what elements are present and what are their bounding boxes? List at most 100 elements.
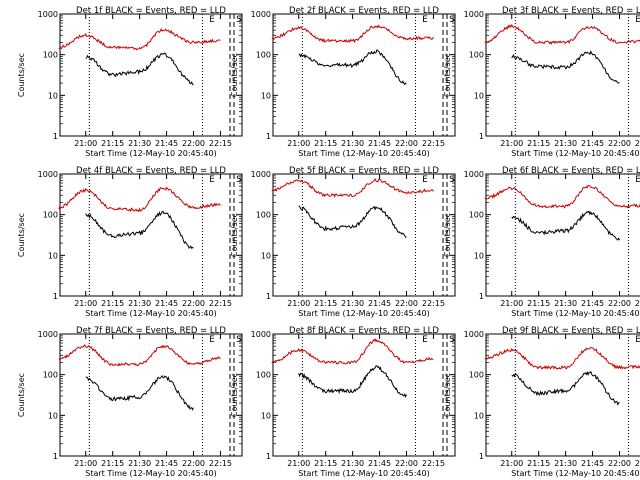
x-tick-label: 21:00 (500, 139, 523, 148)
corner-label-s: S (449, 335, 455, 345)
y-axis-label: Counts/sec (443, 53, 452, 97)
y-tick-label: 10 (261, 251, 271, 260)
y-tick-label: 10 (48, 411, 58, 420)
panel-title: Det 1f BLACK = Events, RED = LLD (76, 6, 226, 16)
y-tick-label: 100 (256, 371, 271, 380)
x-tick-label: 21:30 (128, 299, 151, 308)
x-tick-label: 21:00 (287, 299, 310, 308)
x-tick-label: 21:00 (500, 299, 523, 308)
x-tick-label: 21:45 (155, 459, 178, 468)
panel-title: Det 4f BLACK = Events, RED = LLD (76, 166, 226, 176)
x-tick-label: 21:15 (101, 139, 124, 148)
y-tick-label: 1000 (251, 330, 271, 339)
events-series-line (85, 375, 194, 411)
y-tick-label: 1 (266, 452, 271, 461)
corner-label-s: S (236, 335, 242, 345)
x-tick-label: 21:15 (314, 459, 337, 468)
x-tick-label: 21:45 (581, 139, 604, 148)
y-tick-label: 10 (474, 91, 484, 100)
panel-title: Det 7f BLACK = Events, RED = LLD (76, 326, 226, 336)
y-tick-label: 100 (256, 211, 271, 220)
y-axis-label: Counts/sec (443, 373, 452, 417)
x-tick-label: 21:00 (500, 459, 523, 468)
lld-series-line (484, 347, 640, 370)
y-tick-label: 10 (474, 251, 484, 260)
x-tick-label: 22:00 (395, 459, 418, 468)
x-tick-label: 22:00 (395, 299, 418, 308)
y-tick-label: 1 (266, 132, 271, 141)
x-tick-label: 21:15 (527, 459, 550, 468)
y-tick-label: 1 (53, 452, 58, 461)
events-series-line (298, 205, 407, 238)
x-tick-label: 21:45 (155, 299, 178, 308)
panel-title: Det 8f BLACK = Events, RED = LLD (289, 326, 439, 336)
panel-title: Det 3f BLACK = Events, RED = LLD (502, 6, 640, 16)
x-tick-label: 21:30 (341, 299, 364, 308)
events-series-line (85, 210, 194, 250)
plot-frame (59, 173, 243, 297)
x-axis-label: Start Time (12-May-10 20:45:40) (85, 149, 216, 158)
events-series-line (511, 50, 620, 84)
x-tick-label: 21:45 (155, 139, 178, 148)
x-tick-label: 21:00 (287, 459, 310, 468)
x-tick-label: 22:15 (635, 299, 640, 308)
y-tick-label: 100 (469, 371, 484, 380)
plot-frame (485, 173, 640, 297)
corner-label-s: S (449, 15, 455, 25)
x-tick-label: 22:15 (635, 139, 640, 148)
y-tick-label: 1 (479, 292, 484, 301)
lld-series-line (58, 344, 221, 367)
x-axis-label: Start Time (12-May-10 20:45:40) (511, 469, 640, 478)
x-tick-label: 22:15 (209, 139, 232, 148)
panel-3: Det 3f BLACK = Events, RED = LLD 1 10 100 10… (443, 6, 640, 158)
x-tick-label: 22:00 (608, 299, 631, 308)
x-axis-label: Start Time (12-May-10 20:45:40) (298, 309, 429, 318)
panel-2: Det 2f BLACK = Events, RED = LLD 1 10 100 10… (230, 6, 456, 158)
x-tick-label: 22:00 (182, 299, 205, 308)
y-axis-label: Counts/sec (230, 53, 239, 97)
x-tick-label: 21:15 (101, 299, 124, 308)
corner-label-e: E (422, 175, 428, 185)
panel-title: Det 9f BLACK = Events, RED = LLD (502, 326, 640, 336)
y-axis-label: Counts/sec (230, 213, 239, 257)
x-tick-label: 21:30 (128, 139, 151, 148)
y-tick-label: 100 (469, 51, 484, 60)
x-tick-label: 21:00 (74, 139, 97, 148)
x-tick-label: 22:15 (209, 459, 232, 468)
plot-frame (59, 333, 243, 457)
x-tick-label: 22:00 (608, 139, 631, 148)
lld-series-line (58, 27, 221, 51)
y-tick-label: 10 (474, 411, 484, 420)
y-tick-label: 10 (261, 91, 271, 100)
y-tick-label: 1 (53, 292, 58, 301)
lld-series-line (271, 337, 434, 365)
x-tick-label: 21:30 (341, 459, 364, 468)
corner-label-e: E (209, 15, 215, 25)
y-tick-label: 1000 (38, 330, 58, 339)
panel-title: Det 6f BLACK = Events, RED = LLD (502, 166, 640, 176)
y-tick-label: 1 (479, 452, 484, 461)
y-tick-label: 10 (48, 91, 58, 100)
x-tick-label: 22:15 (422, 459, 445, 468)
x-axis-label: Start Time (12-May-10 20:45:40) (298, 149, 429, 158)
plot-frame (272, 333, 456, 457)
panel-6: Det 6f BLACK = Events, RED = LLD 1 10 100 10… (443, 166, 640, 318)
x-tick-label: 21:15 (314, 299, 337, 308)
x-tick-label: 21:15 (101, 459, 124, 468)
y-tick-label: 1000 (251, 10, 271, 19)
x-tick-label: 21:30 (341, 139, 364, 148)
events-series-line (298, 49, 407, 86)
y-tick-label: 100 (43, 371, 58, 380)
y-tick-label: 1000 (464, 330, 484, 339)
lld-series-line (484, 184, 640, 209)
panel-9: Det 9f BLACK = Events, RED = LLD 1 10 100 10… (443, 326, 640, 478)
y-axis-label: Counts/sec (17, 53, 26, 97)
x-tick-label: 21:45 (368, 459, 391, 468)
panel-8: Det 8f BLACK = Events, RED = LLD 1 10 100 10… (230, 326, 456, 478)
x-tick-label: 22:00 (608, 459, 631, 468)
y-tick-label: 100 (469, 211, 484, 220)
corner-label-e: E (635, 175, 640, 185)
y-tick-label: 100 (256, 51, 271, 60)
corner-label-e: E (209, 335, 215, 345)
x-axis-label: Start Time (12-May-10 20:45:40) (298, 469, 429, 478)
